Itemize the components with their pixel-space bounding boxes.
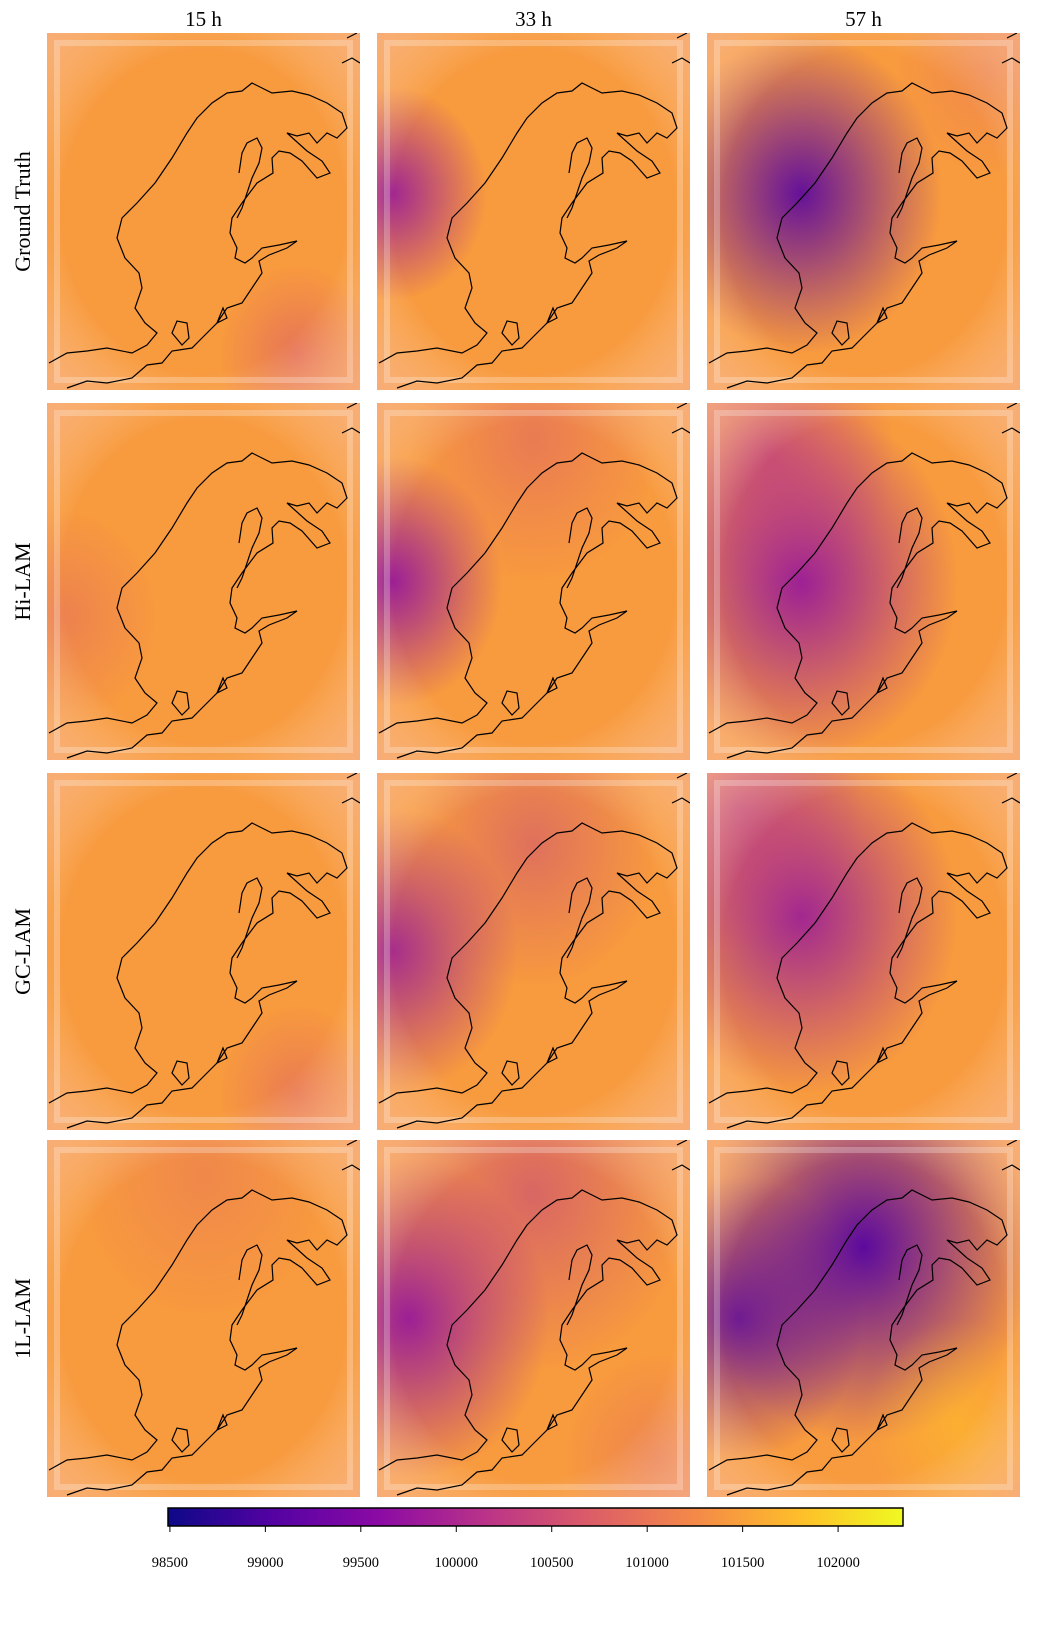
colorbar-ticks: 98500 99000 99500 100000 100500 101000 101500 1… [152,1526,860,1571]
frame [707,33,1020,390]
map-panel [47,403,360,760]
panels [47,33,1020,1497]
colorbar-tick-label: 101500 [721,1555,765,1571]
map-panel [377,403,690,760]
colorbar-tick-label: 98500 [152,1555,188,1571]
border [54,780,353,1123]
border [714,780,1013,1123]
map-panel [47,33,360,390]
border [384,780,683,1123]
frame [707,773,1020,1130]
colorbar-tick-label: 102000 [816,1555,860,1571]
border [384,1147,683,1490]
map-panel [707,403,1020,760]
border [714,1147,1013,1490]
map-panel [707,1140,1020,1497]
column-title: 57 h [845,7,882,31]
map-panel [377,33,690,390]
border [714,40,1013,383]
border [714,410,1013,753]
labels: 15 h 33 h 57 h Ground Truth Hi-LAM GC-LAM 1L-L… [10,7,882,1359]
frame [377,773,690,1130]
frame [377,1140,690,1497]
frame [377,403,690,760]
map-panel [47,773,360,1130]
row-title: GC-LAM [10,908,35,995]
frame [707,1140,1020,1497]
frame [47,403,360,760]
colorbar-tick-label: 99500 [343,1555,379,1571]
row-title: Hi-LAM [10,542,35,620]
colorbar-tick-label: 99000 [247,1555,283,1571]
map-panel [47,1140,360,1497]
map-panel [707,33,1020,390]
border [54,1147,353,1490]
frame [47,1140,360,1497]
frame [47,33,360,390]
colorbar [167,1507,904,1527]
row-title: Ground Truth [10,151,35,271]
colorbar-tick-label: 100000 [435,1555,479,1571]
colorbar-tick-label: 101000 [625,1555,669,1571]
border [54,40,353,383]
frame [707,403,1020,760]
column-title: 15 h [185,7,222,31]
border [54,410,353,753]
map-panel [377,773,690,1130]
border [384,40,683,383]
row-title: 1L-LAM [10,1278,35,1359]
border [384,410,683,753]
colorbar-tick-label: 100500 [530,1555,574,1571]
map-panel [377,1140,690,1497]
frame [377,33,690,390]
frame [47,773,360,1130]
map-panel [707,773,1020,1130]
column-title: 33 h [515,7,552,31]
